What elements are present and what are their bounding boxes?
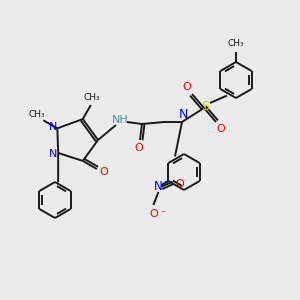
- Text: O: O: [149, 209, 158, 219]
- Text: N: N: [154, 181, 163, 194]
- Text: CH₃: CH₃: [28, 110, 45, 119]
- Text: N: N: [49, 122, 58, 132]
- Text: S: S: [201, 100, 209, 113]
- Text: +: +: [163, 176, 170, 185]
- Text: N: N: [49, 149, 57, 159]
- Text: O: O: [183, 82, 191, 92]
- Text: ⁻: ⁻: [160, 209, 165, 219]
- Text: N: N: [178, 109, 188, 122]
- Text: O: O: [217, 124, 225, 134]
- Text: CH₃: CH₃: [228, 40, 244, 49]
- Text: O: O: [175, 179, 184, 189]
- Text: NH: NH: [112, 115, 128, 125]
- Text: CH₃: CH₃: [83, 93, 100, 102]
- Text: O: O: [99, 167, 108, 177]
- Text: O: O: [135, 143, 143, 153]
